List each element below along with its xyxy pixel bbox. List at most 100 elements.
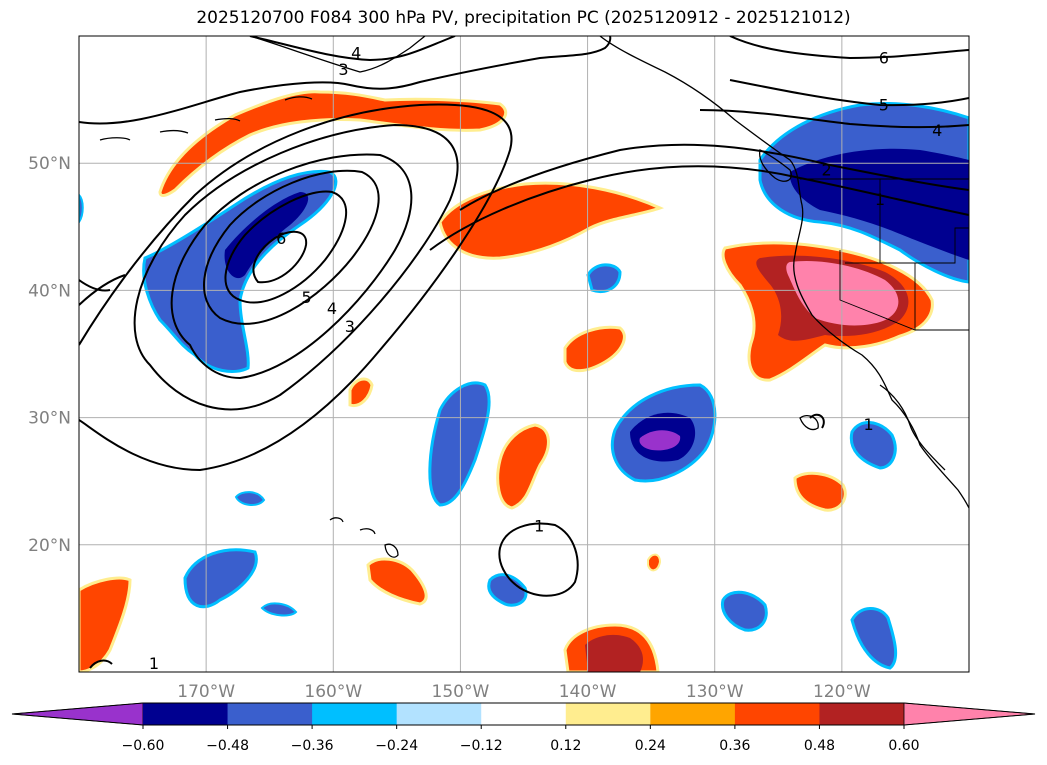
- precip-high-area: [585, 634, 643, 672]
- contour-label: 2: [822, 161, 832, 180]
- lon-tick-label: 160°W: [304, 682, 362, 702]
- contour-label: 6: [276, 229, 286, 248]
- chart-title: 2025120700 F084 300 hPa PV, precipitatio…: [196, 8, 851, 28]
- contour-label: 5: [879, 96, 889, 115]
- precip-negative-area: [260, 602, 298, 617]
- colorbar-tick-label: 0.48: [804, 738, 835, 754]
- pv-contour-1: [79, 103, 513, 472]
- lon-tick-label: 140°W: [559, 682, 617, 702]
- colorbar-tick-label: 0.12: [550, 738, 581, 754]
- precip-negative-area: [849, 421, 897, 470]
- precip-negative-area: [720, 590, 768, 632]
- precip-positive-area: [79, 576, 132, 672]
- pv-contour-5-ne: [729, 79, 969, 107]
- colorbar-tick-label: −0.24: [375, 738, 418, 754]
- pv-contours: [79, 36, 969, 669]
- precip-positive-area: [348, 377, 374, 408]
- precip-negative-area: [487, 573, 528, 607]
- pv-contour-6: [252, 230, 308, 284]
- pv-contour-1-baja: [809, 413, 825, 429]
- contour-label: 3: [345, 317, 355, 336]
- aleutian-islands: [99, 96, 313, 141]
- precip-positive-area: [366, 557, 428, 606]
- contour-label: 1: [149, 654, 159, 673]
- lat-tick-label: 20°N: [28, 536, 71, 556]
- lat-tick-label: 50°N: [28, 154, 71, 174]
- state-border: [845, 227, 969, 264]
- lon-tick-label: 150°W: [432, 682, 490, 702]
- contour-label: 6: [879, 49, 889, 68]
- colorbar-swatch: [734, 703, 820, 725]
- pv-contour-jet-2: [459, 143, 969, 211]
- colorbar-swatch: [227, 703, 313, 725]
- pv-contour-2-north: [249, 36, 456, 62]
- pv-contour-5: [224, 190, 348, 304]
- lat-tick-label: 40°N: [28, 281, 71, 301]
- pv-contour-2: [133, 123, 459, 411]
- colorbar-extend-low: [11, 702, 144, 726]
- lon-tick-label: 170°W: [177, 682, 235, 702]
- precip-negative-area: [234, 491, 266, 506]
- lat-tick-label: 30°N: [28, 409, 71, 429]
- lon-tick-label: 120°W: [813, 682, 871, 702]
- colorbar-tick-label: −0.48: [206, 738, 249, 754]
- colorbar-tick-label: −0.36: [291, 738, 334, 754]
- precip-positive-area: [158, 90, 508, 197]
- colorbar-swatch: [396, 703, 482, 725]
- precip-negative-area: [850, 607, 898, 670]
- contour-label: 4: [351, 44, 361, 63]
- precip-extreme-negative-area: [639, 430, 681, 451]
- colorbar: −0.60 −0.48 −0.36 −0.24 −0.12 0.12 0.24 0.36 0.4…: [11, 702, 1036, 754]
- pv-contour-3: [170, 153, 413, 380]
- coastlines: [99, 36, 969, 558]
- colorbar-tick-label: 0.36: [719, 738, 750, 754]
- precip-positive-area: [438, 181, 665, 260]
- pv-contour-1: [79, 279, 111, 292]
- colorbar-swatch: [650, 703, 736, 725]
- precip-negative-area: [586, 263, 622, 294]
- pv-contour-westline: [79, 274, 126, 306]
- precip-negative-area: [428, 381, 491, 507]
- longitude-labels: 170°W 160°W 150°W 140°W 130°W 120°W: [177, 682, 871, 702]
- pv-contour-1-sw: [89, 659, 113, 669]
- map-frame: [78, 35, 970, 673]
- contour-label: 1: [875, 190, 885, 209]
- colorbar-swatch: [143, 703, 229, 725]
- pv-contour-1-north: [79, 36, 612, 125]
- colorbar-tick-label: −0.12: [460, 738, 503, 754]
- contour-label: 1: [863, 415, 873, 434]
- colorbar-tick-label: 0.24: [635, 738, 666, 754]
- pv-contour-4: [203, 169, 380, 325]
- guadalupe-island: [799, 414, 819, 431]
- political-borders: [800, 178, 969, 331]
- contour-label: 4: [932, 121, 942, 140]
- colorbar-extend-high: [903, 702, 1036, 726]
- pv-contour-6-ne: [729, 36, 969, 60]
- precip-positive-area: [793, 471, 847, 512]
- precip-positive-area: [496, 423, 550, 510]
- latitude-labels: 20°N 30°N 40°N 50°N: [28, 154, 71, 556]
- lon-tick-label: 130°W: [686, 682, 744, 702]
- vancouver-island: [759, 149, 792, 182]
- contour-label: 4: [327, 299, 337, 318]
- colorbar-swatch: [481, 703, 567, 725]
- precip-positive-area: [563, 325, 626, 373]
- precip-positive-area: [647, 553, 662, 572]
- colorbar-tick-label: 0.60: [888, 738, 919, 754]
- state-border: [839, 250, 969, 331]
- precip-strong-negative-area: [789, 148, 969, 260]
- colorbar-swatch: [819, 703, 905, 725]
- pv-contour-jet-4: [699, 109, 969, 129]
- colorbar-swatch: [312, 703, 398, 725]
- precip-negative-area: [183, 548, 258, 609]
- pv-contour-jet-1: [429, 165, 969, 251]
- colorbar-swatch: [565, 703, 651, 725]
- contour-label: 3: [338, 60, 348, 79]
- precip-strong-negative-area: [224, 192, 309, 279]
- precip-negative-area: [79, 193, 84, 224]
- colorbar-tick-label: −0.60: [122, 738, 165, 754]
- alaska-coast: [249, 36, 426, 73]
- contour-label: 1: [534, 517, 544, 536]
